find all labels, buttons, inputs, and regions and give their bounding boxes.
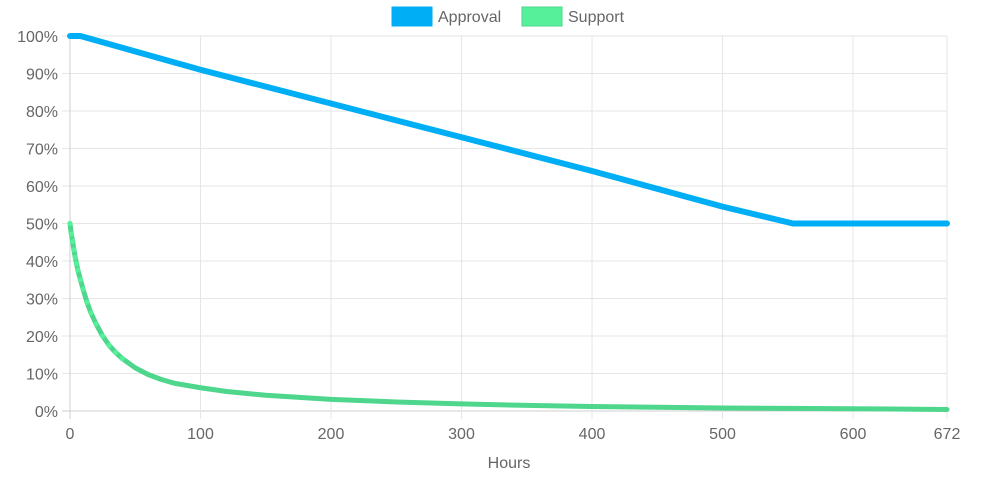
- grid: [62, 35, 948, 419]
- y-tick-label: 50%: [26, 217, 58, 234]
- data-point[interactable]: [100, 333, 106, 339]
- x-tick-label: 300: [448, 426, 475, 443]
- series-layer: [67, 33, 950, 412]
- y-tick-label: 30%: [26, 292, 58, 309]
- data-point[interactable]: [80, 286, 86, 292]
- legend-swatch: [391, 6, 433, 27]
- y-tick-label: 80%: [26, 104, 58, 121]
- series-line: [67, 221, 950, 412]
- legend-item-approval[interactable]: Approval: [391, 6, 501, 27]
- data-point[interactable]: [70, 238, 76, 245]
- y-tick-label: 0%: [35, 404, 58, 421]
- x-tick-label: 400: [579, 426, 606, 443]
- data-point[interactable]: [71, 247, 77, 253]
- series-approval: [67, 33, 950, 227]
- y-tick-label: 20%: [26, 329, 58, 346]
- axes: 0% 10% 20% 30% 40% 50% 60% 70% 80% 90% 100% 0 100 200…: [17, 29, 960, 443]
- legend: Approval Support: [391, 6, 625, 27]
- data-point[interactable]: [73, 261, 80, 267]
- series-line: [67, 33, 950, 227]
- data-point[interactable]: [113, 349, 119, 356]
- x-tick-label: 100: [187, 426, 214, 443]
- y-tick-label: 90%: [26, 67, 58, 84]
- x-tick-label: 200: [318, 426, 345, 443]
- x-tick-label: 500: [709, 426, 736, 443]
- data-point[interactable]: [77, 277, 84, 283]
- y-tick-label: 70%: [26, 142, 58, 159]
- x-tick-label: 0: [66, 426, 75, 443]
- legend-label: Support: [568, 9, 625, 26]
- data-point[interactable]: [72, 254, 78, 260]
- legend-item-support[interactable]: Support: [521, 6, 625, 27]
- data-point[interactable]: [88, 310, 94, 316]
- data-point[interactable]: [68, 231, 74, 237]
- data-point[interactable]: [93, 321, 99, 327]
- data-point[interactable]: [67, 220, 73, 227]
- y-tick-label: 60%: [26, 179, 58, 196]
- x-tick-label: 600: [840, 426, 867, 443]
- data-point[interactable]: [119, 355, 125, 362]
- x-axis-title: Hours: [488, 455, 531, 472]
- x-tick-label: 672: [934, 426, 961, 443]
- y-tick-label: 100%: [17, 29, 58, 46]
- data-point[interactable]: [84, 299, 90, 305]
- y-tick-label: 10%: [26, 367, 58, 384]
- legend-swatch: [521, 6, 563, 27]
- series-support: [67, 220, 950, 412]
- data-point[interactable]: [75, 267, 81, 273]
- legend-label: Approval: [438, 9, 501, 26]
- data-point[interactable]: [106, 342, 112, 348]
- y-tick-label: 40%: [26, 254, 58, 271]
